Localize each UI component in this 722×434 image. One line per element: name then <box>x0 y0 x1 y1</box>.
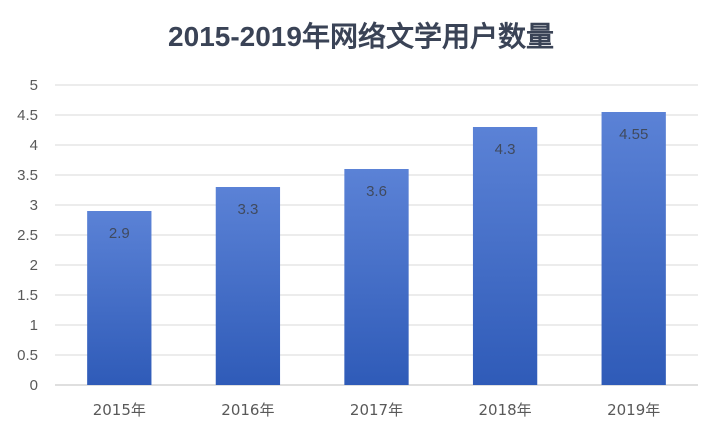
y-tick-label: 3.5 <box>17 167 38 184</box>
x-tick-label: 2018年 <box>479 401 532 419</box>
y-tick-label: 5 <box>30 77 38 94</box>
bar <box>344 169 409 385</box>
data-labels: 2.9 3.3 3.6 4.3 4.55 <box>109 126 648 242</box>
bar <box>472 127 538 385</box>
y-tick-label: 2.5 <box>17 227 38 244</box>
x-axis-ticks: 2015年 2016年 2017年 2018年 2019年 <box>93 401 661 419</box>
y-tick-label: 4 <box>30 137 38 154</box>
data-label: 3.6 <box>366 183 387 200</box>
data-label: 2.9 <box>109 225 130 242</box>
chart-title: 2015-2019年网络文学用户数量 <box>168 20 554 52</box>
x-tick-label: 2015年 <box>93 401 146 419</box>
y-tick-label: 2 <box>30 257 38 274</box>
y-tick-label: 0.5 <box>17 347 38 364</box>
bar <box>87 211 152 385</box>
y-tick-label: 4.5 <box>17 107 38 124</box>
x-tick-label: 2019年 <box>607 401 660 419</box>
data-label: 4.55 <box>619 126 648 143</box>
y-tick-label: 1 <box>30 317 38 334</box>
bar <box>215 187 281 385</box>
y-axis-ticks: 0 0.5 1 1.5 2 2.5 3 3.5 4 4.5 5 <box>17 77 38 394</box>
y-tick-label: 1.5 <box>17 287 38 304</box>
bars <box>87 112 666 385</box>
data-label: 3.3 <box>237 201 258 218</box>
data-label: 4.3 <box>495 141 516 158</box>
bar <box>601 112 666 385</box>
x-tick-label: 2016年 <box>221 401 274 419</box>
y-tick-label: 0 <box>30 377 38 394</box>
y-tick-label: 3 <box>30 197 38 214</box>
x-tick-label: 2017年 <box>350 401 403 419</box>
